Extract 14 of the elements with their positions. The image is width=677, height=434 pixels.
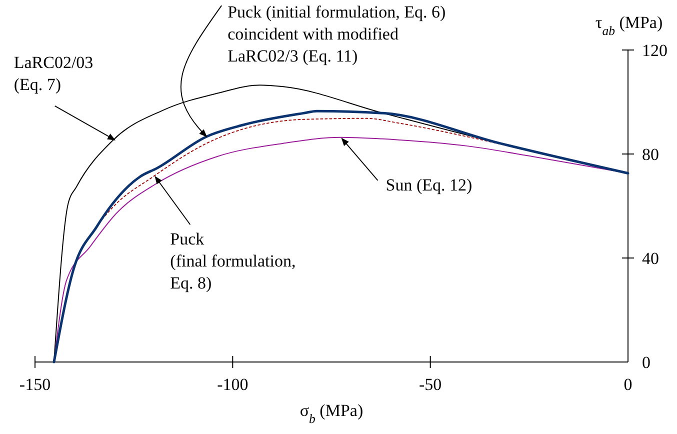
x-axis-title: σ$_{b}$ (MPa) xyxy=(300,401,364,426)
x-tick-label: 0 xyxy=(624,375,632,394)
y-tick-label: 120 xyxy=(642,41,668,60)
y-tick-label: 40 xyxy=(642,249,659,268)
annotation: Sun (Eq. 12) xyxy=(386,175,472,194)
annotation: Puck (final formulation, Eq. 8) xyxy=(170,230,296,293)
y-tick-label: 0 xyxy=(642,353,650,372)
annotation: Puck (initial formulation, Eq. 6) coincident with modified LaRC02/3 (Eq. 11) xyxy=(228,2,446,66)
y-tick-label: 80 xyxy=(642,145,659,164)
annotation: LaRC02/03 (Eq. 7) xyxy=(14,52,94,94)
x-tick-label: -50 xyxy=(418,375,442,394)
x-tick-label: -100 xyxy=(217,375,248,394)
y-axis-title: τ$_{ab}$ (MPa) xyxy=(595,13,663,38)
x-tick-label: -150 xyxy=(19,375,51,394)
